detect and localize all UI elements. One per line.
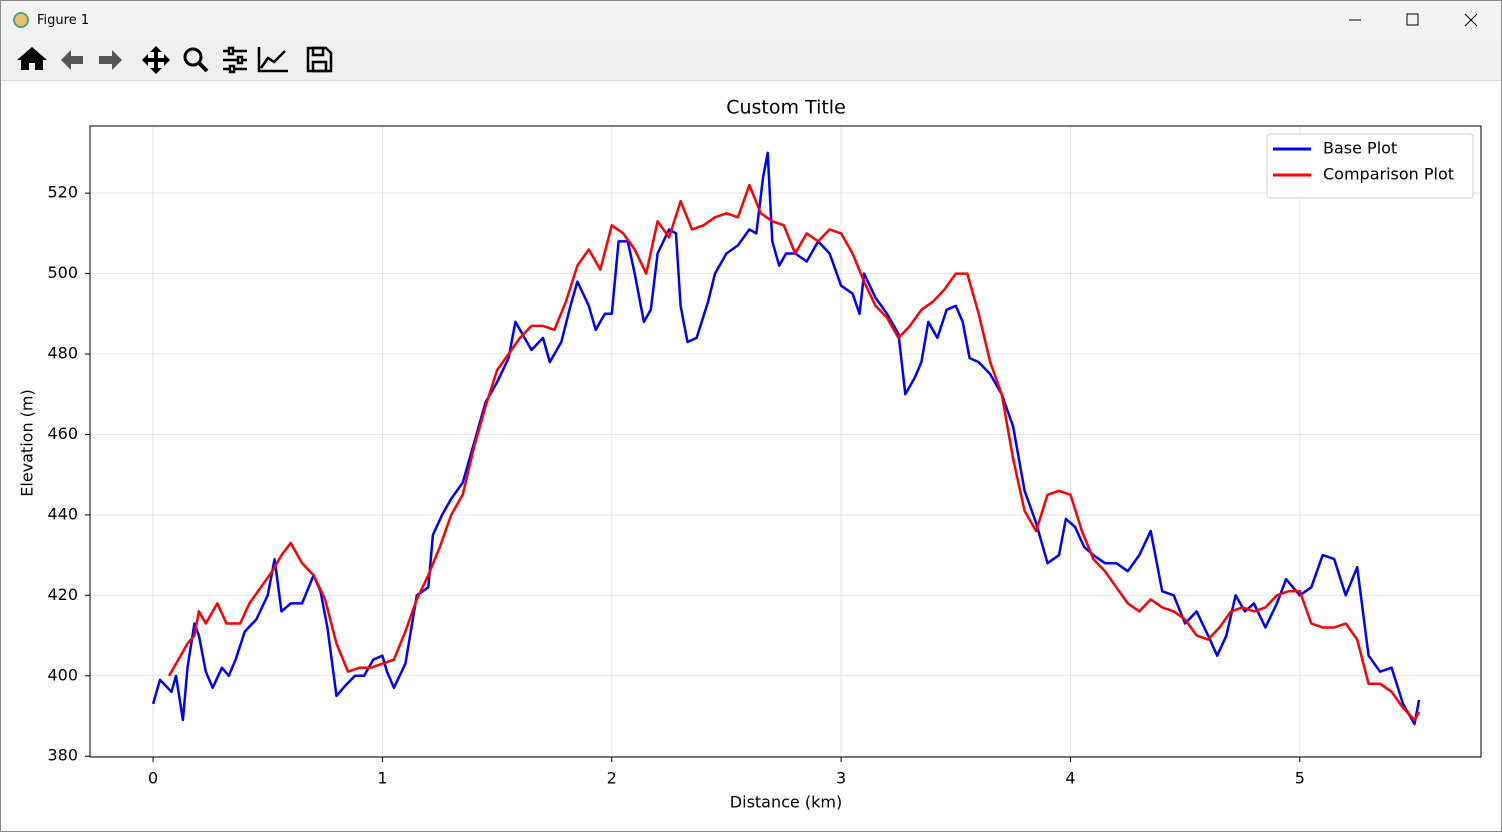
title-bar: Figure 1 (1, 1, 1501, 39)
app-icon (13, 12, 29, 28)
close[interactable] (1464, 13, 1478, 27)
legend-label: Comparison Plot (1323, 165, 1454, 184)
x-tick-label: 5 (1295, 769, 1305, 788)
pan-button[interactable] (142, 46, 170, 74)
chart-title: Custom Title (726, 97, 846, 119)
configure-button[interactable] (223, 46, 247, 74)
data-line (168, 183, 1421, 722)
maximize[interactable] (1406, 13, 1419, 26)
x-tick-label: 4 (1065, 769, 1075, 788)
y-axis-label: Elevation (m) (18, 389, 37, 496)
x-tick-label: 3 (836, 769, 846, 788)
y-tick-label: 400 (47, 665, 78, 684)
home-button[interactable] (17, 47, 47, 70)
toolbar (1, 39, 1501, 81)
y-tick-label: 420 (47, 585, 78, 604)
toolbar-icons (17, 46, 333, 74)
x-tick-label: 1 (377, 769, 387, 788)
window-title: Figure 1 (37, 12, 90, 28)
edit-axes-button[interactable] (257, 47, 288, 73)
data-line (151, 151, 1421, 726)
legend: Base Plot Comparison Plot (1266, 133, 1474, 199)
x-tick-label: 0 (148, 769, 158, 788)
forward-button[interactable] (99, 50, 122, 70)
y-tick-label: 480 (47, 344, 78, 363)
y-tick-label: 380 (47, 746, 78, 765)
x-axis-label: Distance (km) (730, 793, 842, 812)
window-controls (1349, 13, 1478, 27)
zoom-button[interactable] (183, 47, 209, 73)
y-tick-label: 520 (47, 183, 78, 202)
legend-label: Base Plot (1323, 139, 1397, 158)
plot-frame (89, 125, 1482, 758)
back-button[interactable] (61, 50, 83, 70)
y-tick-label: 440 (47, 504, 78, 523)
y-tick-label: 460 (47, 424, 78, 443)
legend-box (1266, 133, 1474, 199)
save-button[interactable] (306, 46, 333, 73)
y-tick-label: 500 (47, 263, 78, 282)
figure: Custom Title Distance (km) Elevation (m)… (18, 97, 1482, 812)
x-tick-label: 2 (607, 769, 617, 788)
